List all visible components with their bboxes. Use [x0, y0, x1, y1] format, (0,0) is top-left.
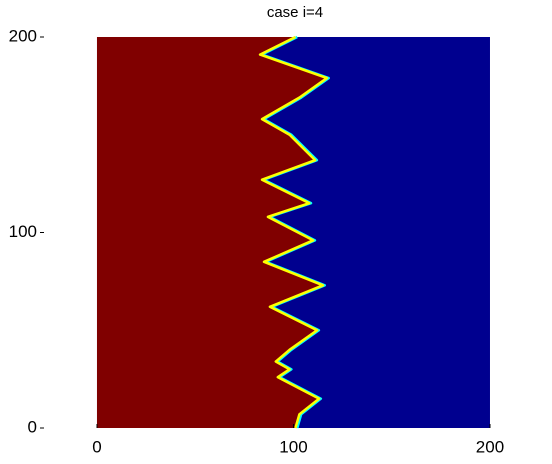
y-tick-label: 100: [9, 222, 37, 241]
y-tick-label: 0: [28, 417, 37, 436]
y-tick-label: 200: [9, 26, 37, 45]
chart-title: case i=4: [267, 4, 323, 21]
interface: [258, 35, 329, 429]
left-region: [96, 37, 327, 428]
x-tick-label: 0: [92, 437, 101, 456]
x-tick-label: 100: [279, 437, 307, 456]
x-tick-label: 200: [476, 437, 504, 456]
